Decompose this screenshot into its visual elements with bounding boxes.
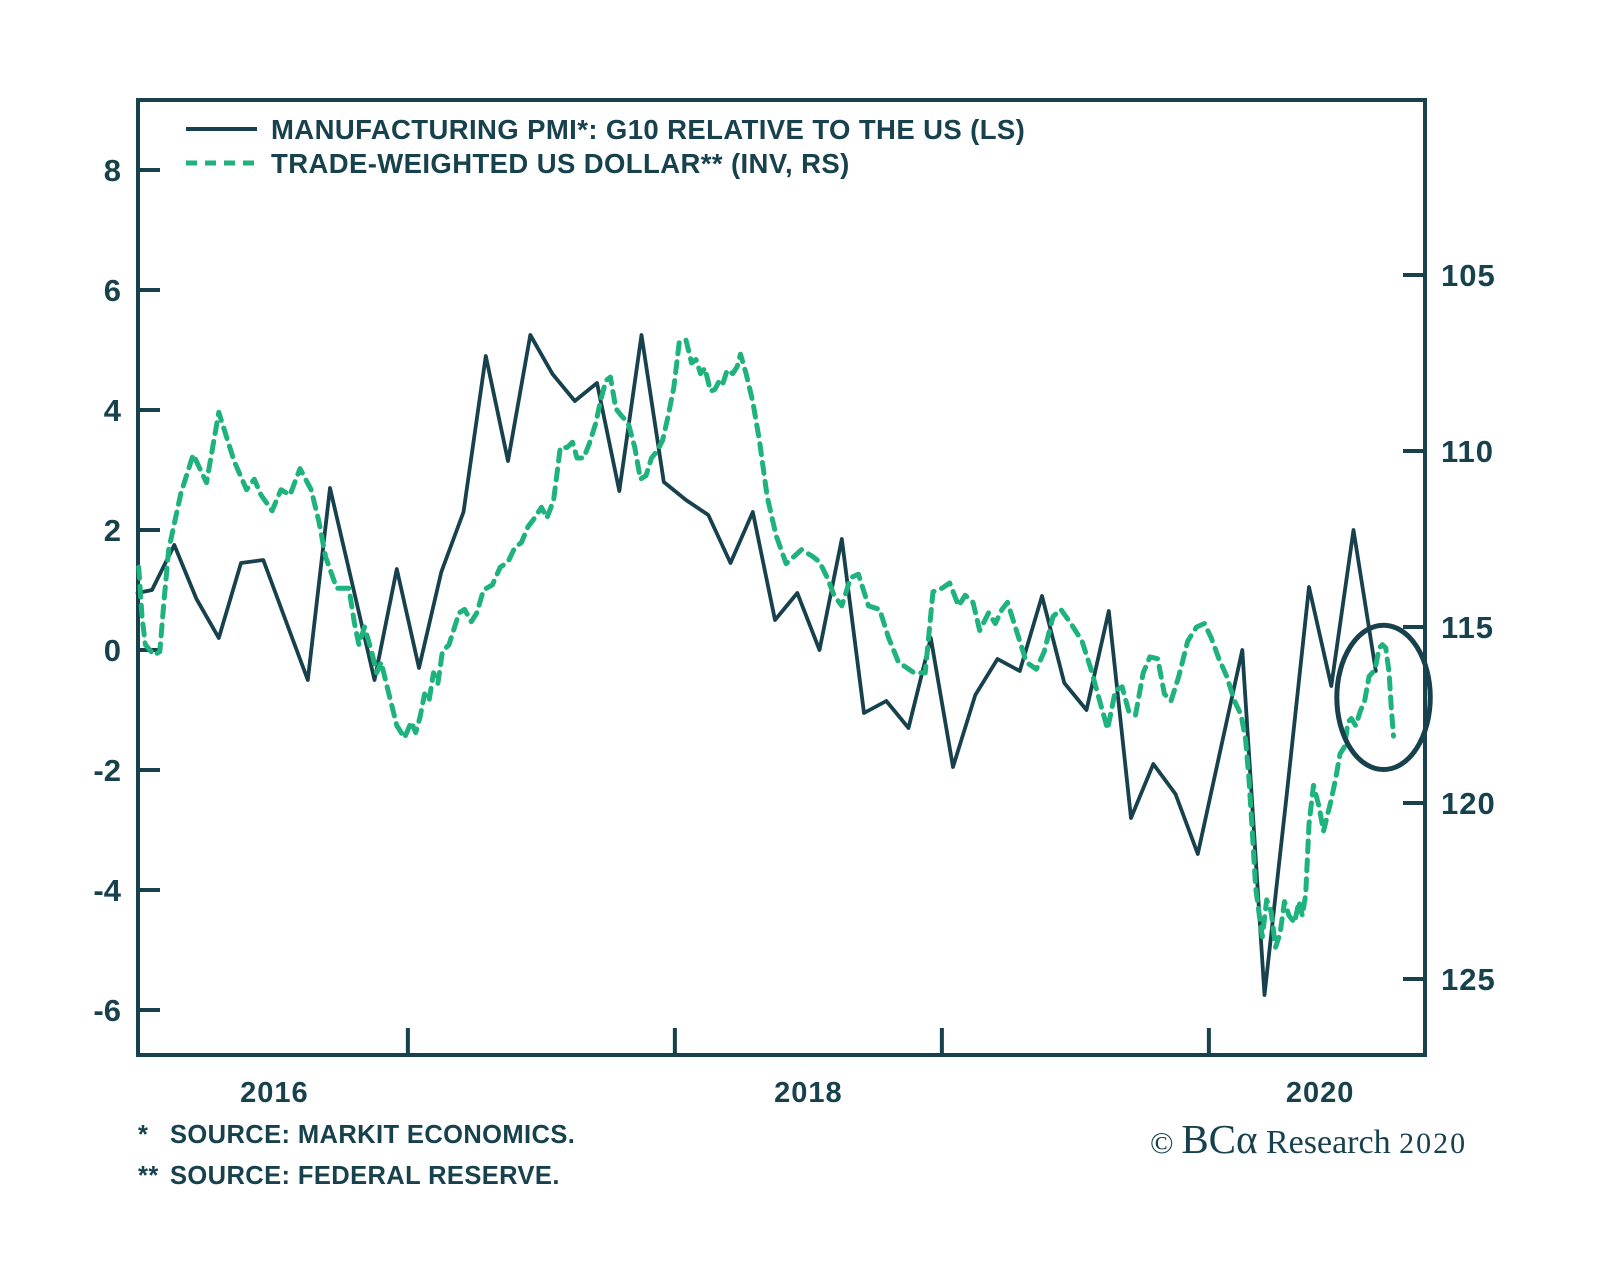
pmi-solid-line (135, 333, 1378, 997)
copyright-text: Research (1258, 1124, 1400, 1161)
legend-label-dollar: TRADE-WEIGHTED US DOLLAR** (INV, RS) (271, 148, 850, 179)
highlight-circle-annotation (1334, 622, 1433, 773)
footnote-1: * SOURCE: MARKIT ECONOMICS. (138, 1121, 575, 1149)
footnote-2-text: SOURCE: FEDERAL RESERVE. (170, 1162, 560, 1190)
y-left-tick-label: 8 (104, 153, 121, 188)
y-right-tick-label: 105 (1441, 258, 1496, 293)
copyright-line: © BCα Research 2020 (1150, 1116, 1467, 1162)
y-right-tick-label: 110 (1441, 434, 1494, 469)
y-left-tick-label: 0 (104, 633, 121, 668)
x-year-label-2020: 2020 (1286, 1077, 1355, 1109)
y-right-tick-label: 125 (1441, 962, 1496, 997)
data-series (135, 333, 1396, 997)
footnote-2-marker: ** (138, 1162, 159, 1190)
axis-tick-labels: 8 6 4 2 0 -2 -4 -6 105 110 115 120 125 2016 2018 2020 (93, 153, 1496, 1109)
legend-label-pmi: MANUFACTURING PMI*: G10 RELATIVE TO THE … (271, 114, 1025, 145)
y-left-tick-label: 6 (104, 273, 121, 308)
y-right-tick-label: 115 (1441, 610, 1494, 645)
y-left-tick-label: -4 (93, 873, 121, 908)
x-year-label-2016: 2016 (240, 1077, 309, 1109)
brand-logo-bca: BCα (1181, 1116, 1257, 1162)
y-left-tick-label: -2 (93, 753, 121, 788)
footnote-2: ** SOURCE: FEDERAL RESERVE. (138, 1162, 560, 1190)
y-left-tick-label: 2 (104, 513, 121, 548)
footnote-1-text: SOURCE: MARKIT ECONOMICS. (170, 1121, 575, 1149)
usd-dashed-line (136, 337, 1396, 950)
x-year-label-2018: 2018 (774, 1077, 843, 1109)
y-left-tick-label: -6 (93, 993, 121, 1028)
footnotes: * SOURCE: MARKIT ECONOMICS. ** SOURCE: FED… (138, 1121, 575, 1190)
copyright-symbol: © (1150, 1125, 1181, 1160)
axis-ticks (138, 168, 1425, 1055)
footnote-1-marker: * (138, 1121, 148, 1149)
annotation-layer (1334, 622, 1433, 773)
copyright-year: 2020 (1399, 1127, 1467, 1160)
y-right-tick-label: 120 (1441, 786, 1496, 821)
y-left-tick-label: 4 (104, 393, 122, 428)
legend: MANUFACTURING PMI*: G10 RELATIVE TO THE … (186, 114, 1025, 179)
